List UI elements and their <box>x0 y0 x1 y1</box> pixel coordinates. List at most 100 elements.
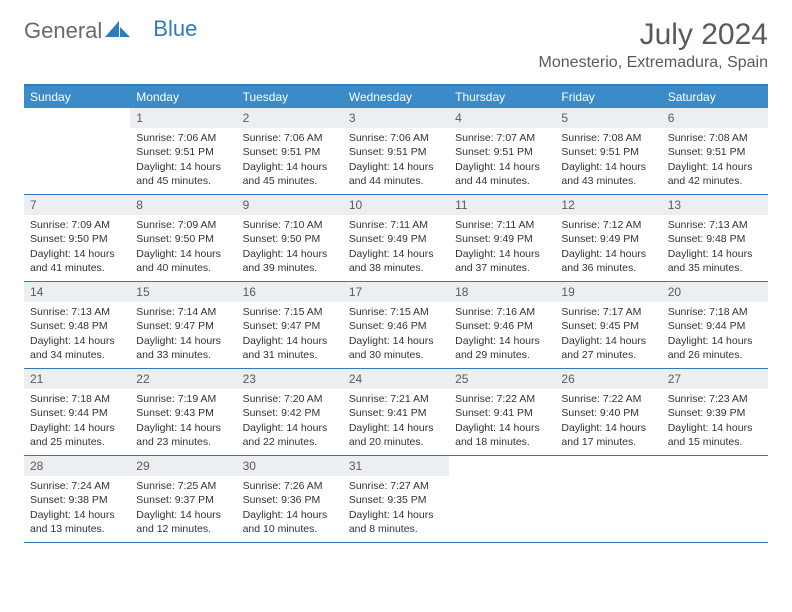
sunset-text: Sunset: 9:49 PM <box>561 232 655 246</box>
day-number: 27 <box>662 369 768 389</box>
day-cell: 1Sunrise: 7:06 AMSunset: 9:51 PMDaylight… <box>130 108 236 194</box>
day-cell: 11Sunrise: 7:11 AMSunset: 9:49 PMDayligh… <box>449 195 555 281</box>
day-content: Sunrise: 7:08 AMSunset: 9:51 PMDaylight:… <box>662 128 768 194</box>
sunrise-text: Sunrise: 7:13 AM <box>668 218 762 232</box>
day-content: Sunrise: 7:16 AMSunset: 9:46 PMDaylight:… <box>449 302 555 368</box>
brand-text-1: General <box>24 18 102 44</box>
sunrise-text: Sunrise: 7:18 AM <box>30 392 124 406</box>
day-content: Sunrise: 7:10 AMSunset: 9:50 PMDaylight:… <box>237 215 343 281</box>
sunrise-text: Sunrise: 7:22 AM <box>455 392 549 406</box>
day-number: 3 <box>343 108 449 128</box>
day-cell: 10Sunrise: 7:11 AMSunset: 9:49 PMDayligh… <box>343 195 449 281</box>
sunrise-text: Sunrise: 7:09 AM <box>136 218 230 232</box>
sunrise-text: Sunrise: 7:06 AM <box>136 131 230 145</box>
day-cell: 14Sunrise: 7:13 AMSunset: 9:48 PMDayligh… <box>24 282 130 368</box>
sunset-text: Sunset: 9:46 PM <box>455 319 549 333</box>
calendar: Sunday Monday Tuesday Wednesday Thursday… <box>24 84 768 543</box>
sunset-text: Sunset: 9:46 PM <box>349 319 443 333</box>
day-number: 13 <box>662 195 768 215</box>
day-number: 5 <box>555 108 661 128</box>
day-number: 11 <box>449 195 555 215</box>
sunrise-text: Sunrise: 7:23 AM <box>668 392 762 406</box>
daylight-text: Daylight: 14 hours and 15 minutes. <box>668 421 762 449</box>
sunrise-text: Sunrise: 7:06 AM <box>243 131 337 145</box>
day-number: 25 <box>449 369 555 389</box>
sunset-text: Sunset: 9:38 PM <box>30 493 124 507</box>
weekday-thu: Thursday <box>449 86 555 108</box>
day-content: Sunrise: 7:21 AMSunset: 9:41 PMDaylight:… <box>343 389 449 455</box>
day-content: Sunrise: 7:09 AMSunset: 9:50 PMDaylight:… <box>130 215 236 281</box>
day-content: Sunrise: 7:11 AMSunset: 9:49 PMDaylight:… <box>343 215 449 281</box>
sunset-text: Sunset: 9:49 PM <box>455 232 549 246</box>
daylight-text: Daylight: 14 hours and 31 minutes. <box>243 334 337 362</box>
day-content: Sunrise: 7:09 AMSunset: 9:50 PMDaylight:… <box>24 215 130 281</box>
day-cell <box>24 108 130 194</box>
sunrise-text: Sunrise: 7:16 AM <box>455 305 549 319</box>
day-cell: 9Sunrise: 7:10 AMSunset: 9:50 PMDaylight… <box>237 195 343 281</box>
day-number: 4 <box>449 108 555 128</box>
sunset-text: Sunset: 9:35 PM <box>349 493 443 507</box>
weekday-fri: Friday <box>555 86 661 108</box>
day-number: 15 <box>130 282 236 302</box>
sunset-text: Sunset: 9:41 PM <box>455 406 549 420</box>
day-number: 24 <box>343 369 449 389</box>
day-number: 28 <box>24 456 130 476</box>
location: Monesterio, Extremadura, Spain <box>539 54 768 72</box>
sunset-text: Sunset: 9:40 PM <box>561 406 655 420</box>
week-row: 21Sunrise: 7:18 AMSunset: 9:44 PMDayligh… <box>24 369 768 456</box>
day-number: 8 <box>130 195 236 215</box>
day-number: 20 <box>662 282 768 302</box>
day-content: Sunrise: 7:24 AMSunset: 9:38 PMDaylight:… <box>24 476 130 542</box>
daylight-text: Daylight: 14 hours and 38 minutes. <box>349 247 443 275</box>
sunset-text: Sunset: 9:51 PM <box>243 145 337 159</box>
sunrise-text: Sunrise: 7:15 AM <box>349 305 443 319</box>
week-row: 7Sunrise: 7:09 AMSunset: 9:50 PMDaylight… <box>24 195 768 282</box>
sunrise-text: Sunrise: 7:06 AM <box>349 131 443 145</box>
daylight-text: Daylight: 14 hours and 30 minutes. <box>349 334 443 362</box>
day-number: 19 <box>555 282 661 302</box>
sunset-text: Sunset: 9:50 PM <box>243 232 337 246</box>
day-cell: 26Sunrise: 7:22 AMSunset: 9:40 PMDayligh… <box>555 369 661 455</box>
sunrise-text: Sunrise: 7:25 AM <box>136 479 230 493</box>
day-number: 21 <box>24 369 130 389</box>
daylight-text: Daylight: 14 hours and 42 minutes. <box>668 160 762 188</box>
daylight-text: Daylight: 14 hours and 22 minutes. <box>243 421 337 449</box>
day-number: 23 <box>237 369 343 389</box>
day-number: 9 <box>237 195 343 215</box>
sunset-text: Sunset: 9:47 PM <box>243 319 337 333</box>
day-cell: 29Sunrise: 7:25 AMSunset: 9:37 PMDayligh… <box>130 456 236 542</box>
sunset-text: Sunset: 9:51 PM <box>668 145 762 159</box>
weekday-mon: Monday <box>130 86 236 108</box>
daylight-text: Daylight: 14 hours and 41 minutes. <box>30 247 124 275</box>
day-cell: 5Sunrise: 7:08 AMSunset: 9:51 PMDaylight… <box>555 108 661 194</box>
sunset-text: Sunset: 9:51 PM <box>561 145 655 159</box>
day-cell: 2Sunrise: 7:06 AMSunset: 9:51 PMDaylight… <box>237 108 343 194</box>
day-content: Sunrise: 7:22 AMSunset: 9:41 PMDaylight:… <box>449 389 555 455</box>
weekday-row: Sunday Monday Tuesday Wednesday Thursday… <box>24 86 768 108</box>
daylight-text: Daylight: 14 hours and 37 minutes. <box>455 247 549 275</box>
sunset-text: Sunset: 9:51 PM <box>136 145 230 159</box>
daylight-text: Daylight: 14 hours and 17 minutes. <box>561 421 655 449</box>
daylight-text: Daylight: 14 hours and 45 minutes. <box>136 160 230 188</box>
day-number: 14 <box>24 282 130 302</box>
sunset-text: Sunset: 9:36 PM <box>243 493 337 507</box>
sunset-text: Sunset: 9:48 PM <box>668 232 762 246</box>
sunrise-text: Sunrise: 7:13 AM <box>30 305 124 319</box>
sunrise-text: Sunrise: 7:24 AM <box>30 479 124 493</box>
month-title: July 2024 <box>539 18 768 52</box>
sunset-text: Sunset: 9:44 PM <box>668 319 762 333</box>
day-cell: 28Sunrise: 7:24 AMSunset: 9:38 PMDayligh… <box>24 456 130 542</box>
day-cell: 17 Sunrise: 7:15 AMSunset: 9:46 PMDayligh… <box>343 282 449 368</box>
daylight-text: Daylight: 14 hours and 25 minutes. <box>30 421 124 449</box>
daylight-text: Daylight: 14 hours and 35 minutes. <box>668 247 762 275</box>
day-content: Sunrise: 7:18 AMSunset: 9:44 PMDaylight:… <box>662 302 768 368</box>
day-cell <box>662 456 768 542</box>
weekday-wed: Wednesday <box>343 86 449 108</box>
day-number: 17 <box>343 282 449 302</box>
day-content: Sunrise: 7:25 AMSunset: 9:37 PMDaylight:… <box>130 476 236 542</box>
sunrise-text: Sunrise: 7:10 AM <box>243 218 337 232</box>
sunrise-text: Sunrise: 7:09 AM <box>30 218 124 232</box>
daylight-text: Daylight: 14 hours and 36 minutes. <box>561 247 655 275</box>
day-number: 16 <box>237 282 343 302</box>
day-cell: 25Sunrise: 7:22 AMSunset: 9:41 PMDayligh… <box>449 369 555 455</box>
